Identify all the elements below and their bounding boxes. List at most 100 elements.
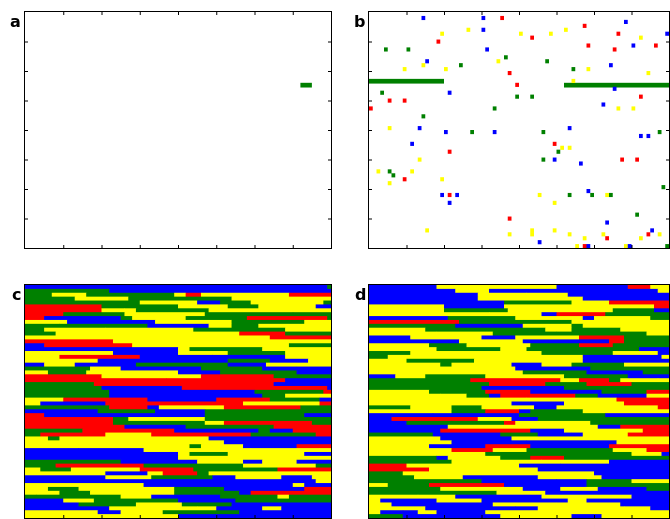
- stripe-segment: [112, 417, 129, 422]
- stripe-segment: [661, 354, 669, 360]
- stripe-segment: [47, 459, 122, 465]
- stripe-segment: [70, 467, 141, 472]
- stripe-segment: [63, 498, 95, 503]
- stripe-segment: [380, 498, 437, 503]
- grid-cell: [530, 228, 534, 233]
- stripe-segment: [197, 335, 271, 340]
- stripe-segment: [369, 514, 404, 518]
- stripe-segment: [132, 331, 175, 336]
- stripe-segment: [44, 343, 68, 348]
- stripe-segment: [515, 420, 591, 426]
- stripe-segment: [243, 401, 309, 406]
- grid-cell: [421, 15, 426, 21]
- stripe-segment: [193, 467, 233, 472]
- stripe-segment: [25, 448, 80, 453]
- stripe-segment: [109, 288, 141, 294]
- stripe-segment: [178, 351, 229, 356]
- axis-tick: [666, 159, 669, 161]
- stripe-segment: [432, 413, 520, 418]
- stripe-segment: [93, 382, 106, 387]
- stripe-segment: [526, 347, 565, 352]
- stripe-segment: [178, 455, 248, 461]
- grid-cell: [665, 31, 669, 36]
- grid-cell: [552, 157, 557, 162]
- grid-cell: [624, 244, 628, 248]
- stripe-segment: [25, 312, 64, 317]
- stripe-segment: [216, 506, 263, 511]
- stripe-segment: [220, 494, 278, 500]
- stripe-segment: [395, 374, 426, 379]
- stripe-segment: [541, 312, 557, 317]
- stripe-segment: [197, 300, 221, 305]
- stripe-segment: [25, 397, 64, 402]
- stripe-segment: [496, 490, 546, 496]
- stripe-segment: [657, 351, 669, 356]
- stripe-segment: [288, 455, 331, 461]
- stripe-segment: [556, 393, 576, 399]
- stripe-segment: [650, 506, 669, 511]
- stripe-segment: [116, 285, 168, 290]
- stripe-segment: [369, 389, 430, 395]
- stripe-segment: [36, 304, 102, 309]
- axis-tick: [25, 218, 28, 220]
- axis-tick: [63, 515, 65, 518]
- stripe-segment: [410, 285, 437, 290]
- grid-cell: [387, 181, 392, 186]
- grid-cell: [440, 31, 444, 36]
- stripe-segment: [410, 351, 464, 356]
- stripe-segment: [254, 339, 331, 344]
- stripe-segment: [594, 471, 669, 476]
- stripe-segment: [590, 420, 644, 426]
- axis-tick: [101, 245, 103, 248]
- stripe-segment: [25, 440, 95, 445]
- stripe-segment: [369, 510, 381, 515]
- grid-cell: [575, 244, 579, 248]
- stripe-segment: [620, 424, 669, 430]
- stripe-segment: [93, 440, 168, 445]
- stripe-segment: [369, 323, 456, 329]
- grid-cell: [601, 102, 606, 107]
- stripe-segment: [97, 409, 156, 414]
- stripe-segment: [369, 475, 415, 480]
- stripe-segment: [620, 502, 669, 507]
- stripe-segment: [492, 502, 557, 507]
- stripe-segment: [609, 300, 647, 305]
- stripe-segment: [204, 417, 275, 422]
- stripe-segment: [265, 362, 317, 368]
- stripe-segment: [288, 343, 331, 348]
- stripe-segment: [414, 475, 464, 480]
- stripe-segment: [25, 420, 114, 426]
- axis-tick: [254, 245, 256, 248]
- panel-a-sparse-grid: [24, 11, 332, 249]
- stripe-segment: [432, 308, 445, 313]
- stripe-segment: [477, 502, 494, 507]
- stripe-segment: [139, 490, 175, 496]
- stripe-segment: [369, 382, 415, 387]
- stripe-segment: [369, 428, 392, 434]
- panel-d-dense-grid: [368, 284, 670, 519]
- stripe-segment: [143, 335, 198, 340]
- axis-tick: [519, 12, 520, 15]
- axis-tick: [369, 100, 372, 102]
- stripe-segment: [143, 448, 164, 453]
- stripe-segment: [25, 389, 110, 395]
- stripe-segment: [650, 316, 669, 321]
- stripe-segment: [78, 486, 110, 492]
- stripe-segment: [537, 506, 625, 511]
- stripe-segment: [440, 486, 509, 492]
- stripe-segment: [220, 343, 290, 348]
- stripe-segment: [369, 417, 392, 422]
- stripe-segment: [285, 354, 331, 360]
- stripe-segment: [296, 444, 331, 449]
- stripe-segment: [575, 401, 625, 406]
- stripe-segment: [582, 358, 610, 364]
- panel-c-dense-grid: [24, 284, 332, 519]
- axis-tick: [631, 245, 633, 248]
- stripe-segment: [500, 393, 557, 399]
- stripe-segment: [315, 479, 331, 484]
- axis-tick: [631, 12, 633, 15]
- grid-cell: [530, 232, 534, 237]
- stripe-segment: [459, 339, 524, 344]
- stripe-segment: [262, 393, 286, 399]
- stripe-segment: [519, 463, 561, 469]
